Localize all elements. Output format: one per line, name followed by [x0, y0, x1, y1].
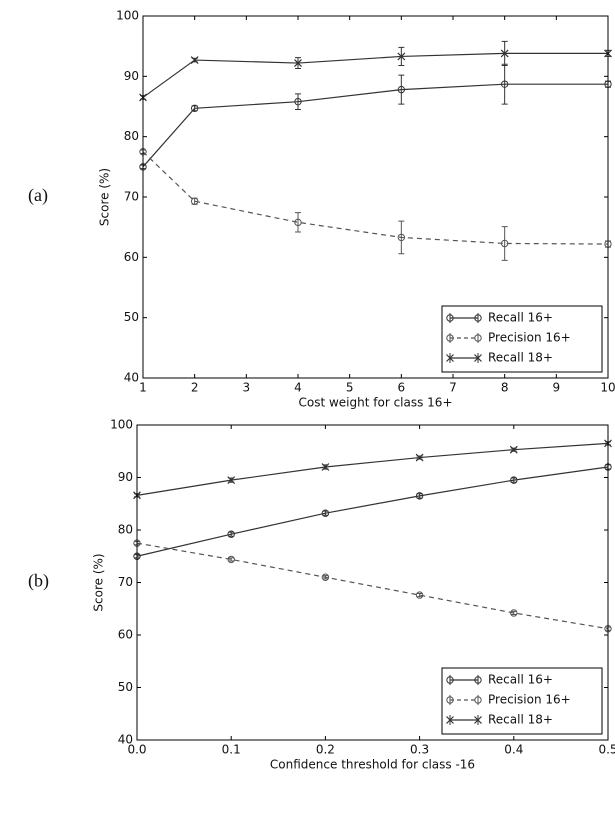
series-line — [136, 466, 609, 557]
x-tick-label: 0.4 — [504, 743, 523, 757]
marker — [227, 530, 235, 538]
y-tick-label: 80 — [118, 523, 133, 537]
marker — [190, 104, 199, 113]
marker — [415, 492, 424, 500]
marker — [500, 49, 509, 58]
marker — [415, 453, 424, 462]
panel-label: (a) — [28, 185, 48, 206]
x-axis-label: Cost weight for class 16+ — [298, 396, 452, 410]
plot-frame — [142, 15, 609, 379]
y-tick-label: 100 — [116, 9, 139, 23]
y-axis-label: Score (%) — [98, 168, 112, 226]
legend-marker — [474, 334, 482, 342]
marker — [294, 218, 302, 227]
marker — [397, 233, 406, 242]
error-bar — [501, 226, 508, 261]
legend-label: Recall 16+ — [488, 311, 553, 325]
x-tick-label: 8 — [501, 381, 509, 395]
x-tick-label: 0.1 — [222, 743, 241, 757]
legend-marker — [446, 696, 454, 704]
y-tick-label: 90 — [124, 69, 139, 83]
legend-marker — [474, 354, 482, 362]
y-tick-label: 70 — [124, 190, 139, 204]
legend-marker — [446, 314, 454, 322]
legend-marker — [446, 334, 454, 342]
error-bar — [295, 212, 301, 233]
y-tick-label: 100 — [110, 418, 133, 432]
x-axis-label: Confidence threshold for class -16 — [270, 758, 475, 772]
marker — [415, 591, 424, 599]
error-bar — [228, 557, 235, 562]
x-tick-label: 4 — [294, 381, 302, 395]
marker — [397, 85, 406, 94]
series-line — [136, 542, 609, 630]
marker — [500, 80, 509, 88]
marker — [190, 56, 199, 64]
x-tick-label: 1 — [139, 381, 147, 395]
series-line — [142, 151, 609, 245]
marker — [321, 509, 330, 517]
marker — [227, 476, 236, 485]
marker — [510, 476, 518, 484]
marker — [397, 52, 406, 61]
legend-marker — [474, 716, 482, 724]
x-tick-label: 3 — [243, 381, 251, 395]
error-bar — [295, 93, 301, 111]
x-tick-label: 7 — [449, 381, 457, 395]
marker — [321, 463, 330, 471]
x-tick-label: 5 — [346, 381, 354, 395]
legend-label: Precision 16+ — [488, 693, 571, 707]
panel-label: (b) — [28, 571, 49, 592]
plot-frame — [136, 424, 609, 741]
x-tick-label: 9 — [553, 381, 561, 395]
y-tick-label: 70 — [118, 575, 133, 589]
y-tick-label: 50 — [124, 310, 139, 324]
error-bar — [398, 74, 405, 105]
y-tick-label: 60 — [124, 250, 139, 264]
x-tick-label: 2 — [191, 381, 199, 395]
marker — [510, 609, 518, 617]
legend-marker — [446, 354, 454, 362]
x-tick-label: 6 — [398, 381, 406, 395]
error-bar — [322, 575, 329, 580]
legend-marker — [474, 314, 482, 322]
legend-box — [441, 305, 603, 373]
legend-marker — [446, 716, 454, 724]
marker — [190, 197, 199, 205]
marker — [509, 445, 518, 454]
y-tick-label: 90 — [118, 470, 133, 484]
x-tick-label: 0.5 — [598, 743, 615, 757]
marker — [500, 239, 509, 248]
x-tick-label: 0.0 — [127, 743, 146, 757]
legend-label: Precision 16+ — [488, 331, 571, 345]
marker — [321, 573, 330, 581]
legend-marker — [446, 676, 454, 684]
marker — [227, 555, 235, 564]
legend-marker — [474, 676, 482, 684]
y-tick-label: 40 — [118, 733, 133, 747]
error-bar — [398, 220, 405, 255]
marker — [294, 59, 302, 67]
legend-label: Recall 18+ — [488, 713, 553, 727]
y-tick-label: 80 — [124, 129, 139, 143]
legend-marker — [474, 696, 482, 704]
error-bar — [510, 610, 517, 616]
x-tick-label: 10 — [600, 381, 615, 395]
legend-label: Recall 18+ — [488, 351, 553, 365]
series-line — [136, 442, 609, 496]
error-bar — [416, 593, 423, 598]
series-line — [142, 83, 608, 168]
legend-label: Recall 16+ — [488, 673, 553, 687]
y-axis-label: Score (%) — [92, 553, 106, 611]
x-tick-label: 0.2 — [316, 743, 335, 757]
y-tick-label: 40 — [124, 371, 139, 385]
legend-box — [441, 667, 603, 735]
y-tick-label: 50 — [118, 680, 133, 694]
x-tick-label: 0.3 — [410, 743, 429, 757]
marker — [294, 97, 302, 106]
y-tick-label: 60 — [118, 628, 133, 642]
series-line — [142, 52, 608, 98]
